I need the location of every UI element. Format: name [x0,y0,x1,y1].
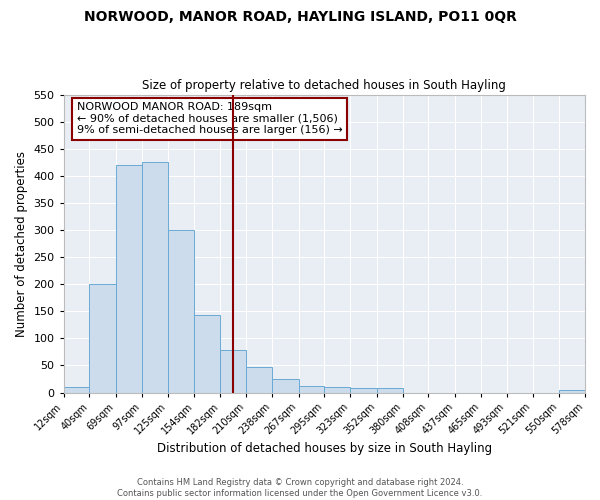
Bar [142,162,168,392]
Bar [246,366,272,392]
Bar [325,387,350,392]
Bar [377,388,403,392]
Bar [89,284,116,393]
Bar [194,315,220,392]
Bar [168,230,194,392]
Text: NORWOOD, MANOR ROAD, HAYLING ISLAND, PO11 0QR: NORWOOD, MANOR ROAD, HAYLING ISLAND, PO1… [83,10,517,24]
Title: Size of property relative to detached houses in South Hayling: Size of property relative to detached ho… [142,79,506,92]
Bar [220,350,246,393]
Bar [116,165,142,392]
Bar [559,390,585,392]
Bar [272,379,299,392]
Bar [64,387,89,392]
Text: NORWOOD MANOR ROAD: 189sqm
← 90% of detached houses are smaller (1,506)
9% of se: NORWOOD MANOR ROAD: 189sqm ← 90% of deta… [77,102,343,135]
Bar [350,388,377,392]
Bar [299,386,325,392]
Text: Contains HM Land Registry data © Crown copyright and database right 2024.
Contai: Contains HM Land Registry data © Crown c… [118,478,482,498]
X-axis label: Distribution of detached houses by size in South Hayling: Distribution of detached houses by size … [157,442,492,455]
Y-axis label: Number of detached properties: Number of detached properties [15,150,28,336]
